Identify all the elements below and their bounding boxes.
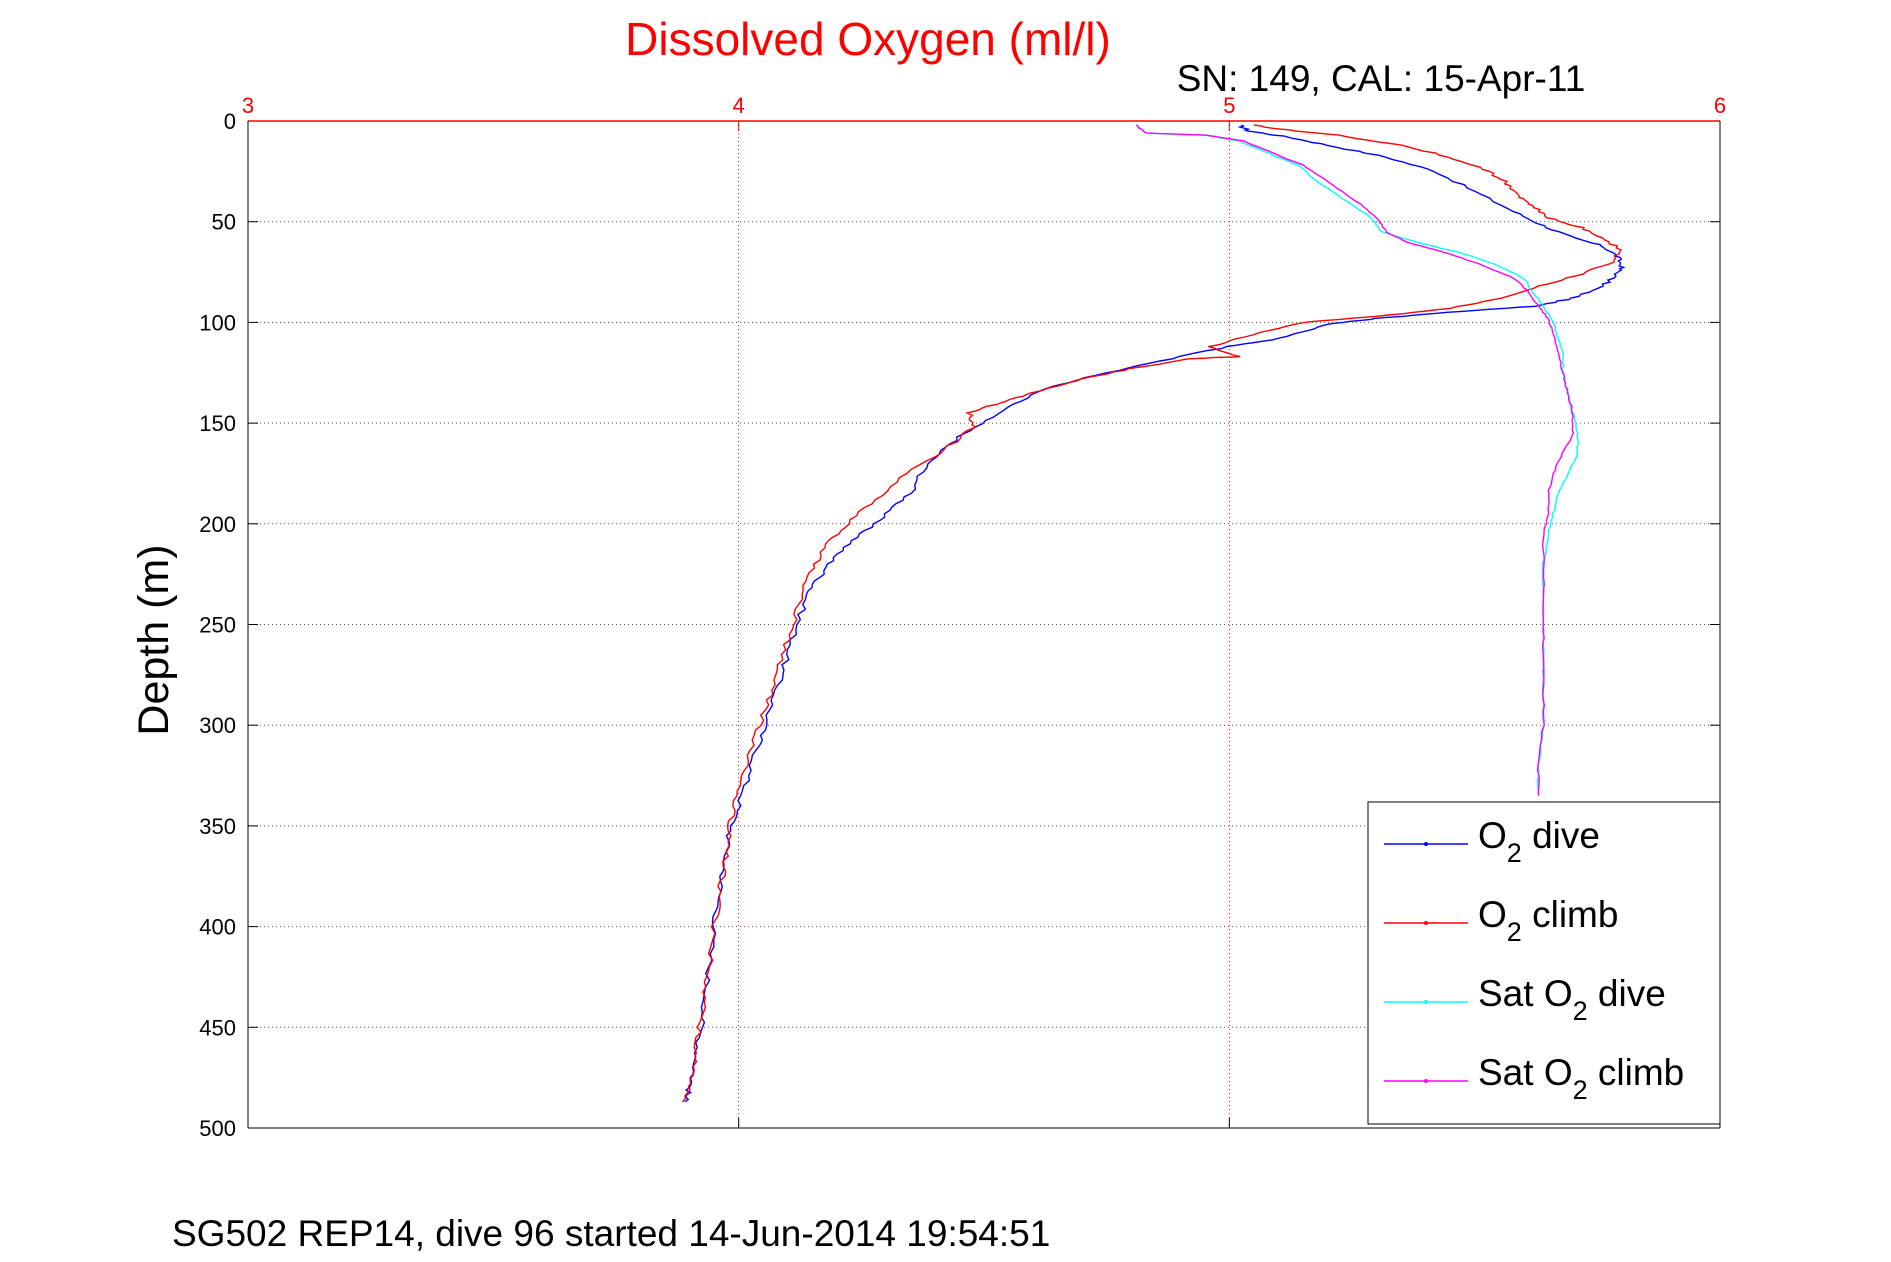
legend-label: Sat O2 dive (1478, 973, 1666, 1026)
chart-title: Dissolved Oxygen (ml/l) (625, 13, 1111, 65)
y-tick-label: 150 (199, 411, 236, 436)
axes: 0 50 100 150 200 250 300 350 400 450 500 3 4 5 6 (199, 93, 1726, 1141)
y-tick-label: 0 (224, 109, 236, 134)
y-tick-label: 500 (199, 1116, 236, 1141)
y-tick-label: 200 (199, 512, 236, 537)
y-axis-label: Depth (m) (130, 544, 178, 735)
x-tick-label: 6 (1714, 93, 1726, 118)
series-line-1 (681, 124, 1623, 1103)
chart-subtitle: SN: 149, CAL: 15-Apr-11 (1177, 58, 1586, 99)
y-tick-label: 50 (212, 210, 236, 235)
legend-marker (1424, 921, 1428, 925)
y-tick-label: 350 (199, 814, 236, 839)
legend-marker (1424, 842, 1428, 846)
series-line-2 (1135, 124, 1580, 796)
x-tick-label: 4 (733, 93, 745, 118)
legend-label: Sat O2 climb (1478, 1052, 1684, 1105)
legend: O2 dive O2 climb Sat O2 dive Sat O2 climb (1367, 801, 1721, 1125)
legend-label: O2 climb (1478, 894, 1618, 947)
legend-marker (1424, 1079, 1428, 1083)
dive-info-footer: SG502 REP14, dive 96 started 14-Jun-2014… (172, 1213, 1050, 1254)
legend-box (1367, 801, 1721, 1125)
series-lines (681, 124, 1626, 1103)
series-line-3 (1135, 124, 1575, 796)
y-tick-label: 450 (199, 1015, 236, 1040)
y-tick-label: 300 (199, 713, 236, 738)
legend-marker (1424, 1000, 1428, 1004)
y-tick-label: 100 (199, 310, 236, 335)
y-tick-label: 250 (199, 613, 236, 638)
legend-label: O2 dive (1478, 815, 1600, 868)
x-tick-label: 3 (242, 93, 254, 118)
y-tick-label: 400 (199, 915, 236, 940)
x-tick-label: 5 (1223, 93, 1235, 118)
